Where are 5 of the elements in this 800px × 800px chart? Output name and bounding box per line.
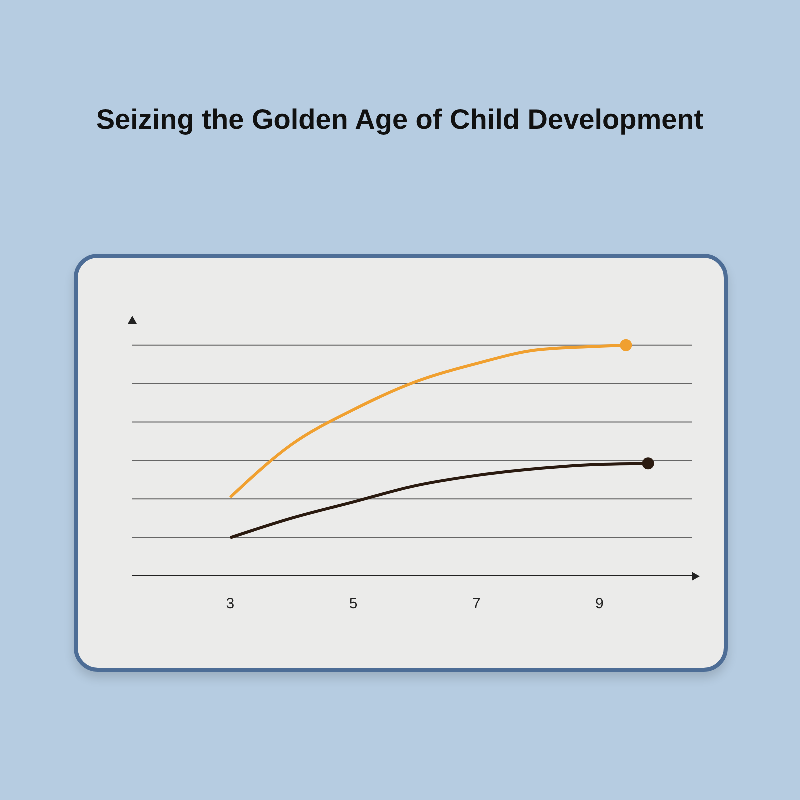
x-tick-label: 3 [226, 596, 235, 613]
chart-title: Seizing the Golden Age of Child Development [95, 104, 705, 136]
x-tick-label: 5 [349, 596, 358, 613]
x-tick-label: 9 [596, 596, 604, 613]
x-tick-label: 7 [472, 596, 481, 613]
